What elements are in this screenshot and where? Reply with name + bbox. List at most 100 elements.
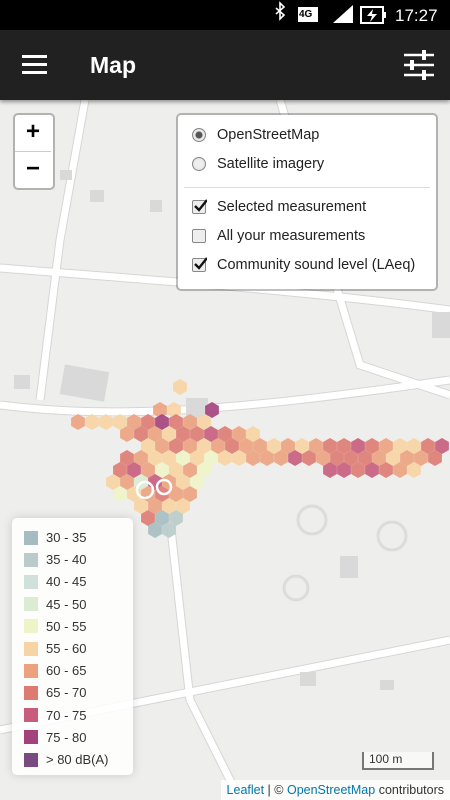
app-bar: Map: [0, 30, 450, 100]
legend-item: 50 - 55: [24, 619, 86, 634]
legend-swatch: [24, 708, 38, 723]
hexagon: [330, 450, 344, 466]
hexagon: [316, 450, 330, 466]
hexagon: [400, 450, 414, 466]
osm-link[interactable]: OpenStreetMap: [286, 783, 376, 797]
hexagon: [225, 438, 239, 454]
hexagon: [435, 438, 449, 454]
legend-label: 70 - 75: [46, 707, 87, 723]
hexagon: [190, 450, 204, 466]
leaflet-link[interactable]: Leaflet: [226, 783, 265, 797]
radio[interactable]: [192, 157, 206, 171]
hexagon: [141, 438, 155, 454]
hexagon: [205, 402, 219, 418]
legend-item: 75 - 80: [24, 730, 86, 745]
base-layer-option[interactable]: OpenStreetMap: [192, 127, 319, 143]
hexagon: [337, 438, 351, 454]
check: [194, 199, 207, 212]
legend-item: 55 - 60: [24, 641, 86, 656]
hexagon: [232, 450, 246, 466]
hexagon: [365, 462, 379, 478]
legend-swatch: [24, 619, 38, 634]
hexagon: [407, 438, 421, 454]
menu-button[interactable]: [22, 53, 52, 77]
scale-bar: 100 m: [362, 752, 434, 770]
hexagon: [169, 510, 183, 526]
hexagon: [393, 438, 407, 454]
hexagon: [337, 462, 351, 478]
hexagon: [197, 438, 211, 454]
legend-item: 35 - 40: [24, 552, 86, 567]
legend-swatch: [24, 752, 38, 767]
hexagon: [155, 414, 169, 430]
attribution: Leaflet | © OpenStreetMap contributors: [220, 780, 450, 800]
hexagon: [344, 450, 358, 466]
legend-swatch: [24, 641, 38, 656]
legend-swatch: [24, 530, 38, 545]
hexagon: [288, 450, 302, 466]
layer-label: Satellite imagery: [217, 156, 325, 172]
zoom-in[interactable]: +: [15, 115, 51, 152]
hexagon: [134, 426, 148, 442]
legend-swatch: [24, 663, 38, 678]
hexagon: [183, 438, 197, 454]
hexagon: [386, 450, 400, 466]
hexagon: [71, 414, 85, 430]
hexagon: [169, 486, 183, 502]
hexagon: [148, 498, 162, 514]
hexagon: [323, 438, 337, 454]
hexagon: [351, 462, 365, 478]
legend-label: > 80 dB(A): [46, 752, 109, 767]
overlay-option[interactable]: All your measurements: [192, 228, 365, 244]
legend-label: 45 - 50: [46, 596, 87, 612]
hexagon: [176, 498, 190, 514]
hexagon: [173, 379, 187, 395]
legend-label: 55 - 60: [46, 641, 87, 656]
hexagon: [428, 450, 442, 466]
hexagon: [197, 414, 211, 430]
hexagon: [309, 438, 323, 454]
hexagon: [323, 462, 337, 478]
settings-button[interactable]: [402, 48, 436, 82]
checkbox[interactable]: [192, 257, 207, 272]
roundabouts: [282, 504, 408, 602]
layer-label: Selected measurement: [217, 199, 367, 215]
legend-item: 30 - 35: [24, 530, 86, 545]
hexagon: [232, 426, 246, 442]
hexagon: [351, 438, 365, 454]
hexagon: [253, 438, 267, 454]
hexagon: [190, 474, 204, 490]
hexagon: [134, 450, 148, 466]
overlay-option[interactable]: Community sound level (LAeq): [192, 257, 415, 273]
overlay-option[interactable]: Selected measurement: [192, 199, 366, 215]
attribution-separator: | ©: [264, 783, 287, 797]
hexagon: [162, 522, 176, 538]
zoom-out[interactable]: −: [25, 155, 40, 182]
hexagon: [162, 450, 176, 466]
hexagon: [379, 438, 393, 454]
layer-label: OpenStreetMap: [217, 127, 320, 143]
hexagon: [414, 450, 428, 466]
hexagon: [141, 462, 155, 478]
hexagon: [281, 438, 295, 454]
legend-label: 50 - 55: [46, 618, 87, 634]
checkbox[interactable]: [192, 229, 206, 243]
legend-swatch: [24, 574, 38, 589]
status-bar: 4G 17:27: [0, 0, 450, 30]
radio[interactable]: [192, 128, 206, 142]
app-title: Map: [90, 52, 136, 78]
hexagon: [239, 438, 253, 454]
layer-label: Community sound level (LAeq): [217, 257, 416, 273]
legend-item: > 80 dB(A): [24, 752, 109, 767]
hexagon: [120, 426, 134, 442]
legend-swatch: [24, 552, 38, 567]
hexagon: [148, 522, 162, 538]
checkbox[interactable]: [192, 199, 207, 214]
hexagon: [162, 426, 176, 442]
base-layer-option[interactable]: Satellite imagery: [192, 156, 324, 172]
hexagon: [176, 450, 190, 466]
hexagon: [246, 450, 260, 466]
hexagon: [176, 426, 190, 442]
hexagon: [183, 414, 197, 430]
